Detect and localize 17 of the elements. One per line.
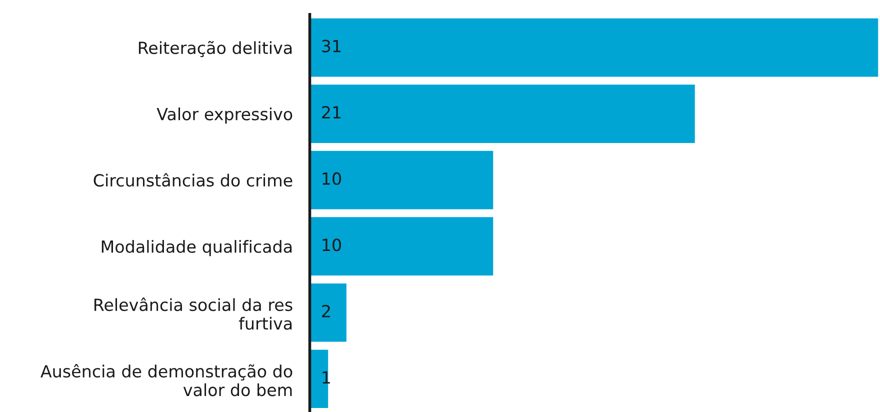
data-label: 2 bbox=[322, 304, 330, 318]
y-tick-label: Modalidade qualificada bbox=[102, 240, 292, 256]
y-tick-label: Ausência de demonstração do valor do bem bbox=[40, 364, 292, 396]
bar bbox=[310, 217, 494, 276]
bar bbox=[310, 283, 346, 342]
data-label: 21 bbox=[322, 106, 341, 118]
data-label: 10 bbox=[322, 238, 341, 252]
y-tick-label: Reiteração delitiva bbox=[138, 40, 292, 58]
y-tick-label: Circunstâncias do crime bbox=[94, 173, 292, 187]
data-label: 10 bbox=[322, 172, 341, 185]
y-tick-label: Relevância social da res furtiva bbox=[94, 298, 292, 330]
bar bbox=[310, 150, 494, 210]
y-tick-label: Valor expressivo bbox=[156, 107, 292, 124]
data-label: 31 bbox=[322, 40, 341, 52]
bar bbox=[310, 84, 695, 143]
bar bbox=[310, 350, 328, 408]
bar bbox=[310, 18, 878, 77]
